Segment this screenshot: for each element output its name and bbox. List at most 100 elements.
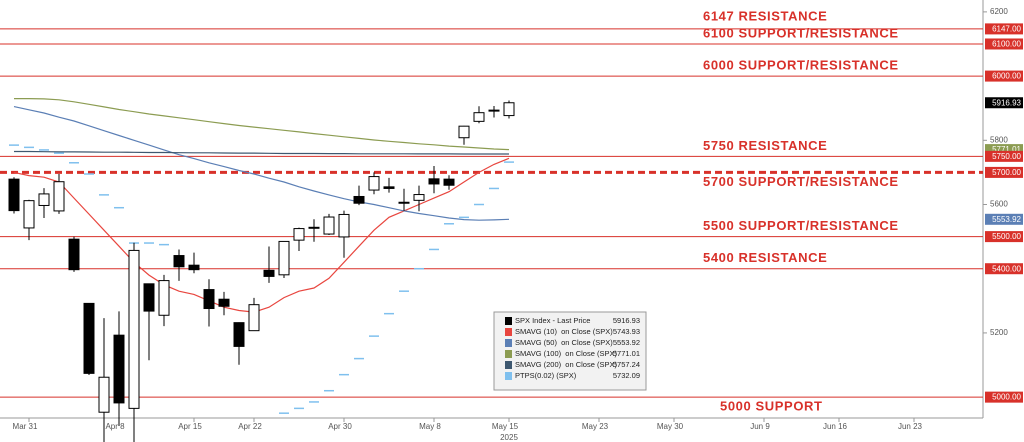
price-tag-label: 6000.00 [992, 72, 1021, 81]
level-label: 6100 SUPPORT/RESISTANCE [703, 25, 899, 40]
x-tick-label: Jun 9 [750, 422, 770, 431]
candle-body [23, 200, 35, 229]
price-tag-label: 6100.00 [992, 40, 1021, 49]
x-tick-label: May 15 [492, 422, 519, 431]
candle-body [413, 194, 425, 201]
x-tick-label: Mar 31 [13, 422, 38, 431]
level-label: 5750 RESISTANCE [703, 138, 827, 153]
legend-value: 5553.92 [613, 338, 640, 347]
candle-body [68, 238, 80, 271]
candle-body [218, 298, 230, 307]
level-label: 6147 RESISTANCE [703, 8, 827, 23]
candle-body [488, 109, 500, 112]
x-tick-label: Apr 22 [238, 422, 262, 431]
x-tick-label: Jun 23 [898, 422, 923, 431]
price-tag-label: 5700.00 [992, 168, 1021, 177]
candle-body [428, 178, 440, 185]
price-tag-label: 5916.93 [992, 98, 1021, 107]
candle-body [503, 102, 515, 117]
candle-body [53, 181, 65, 212]
candle-body [308, 226, 320, 229]
price-tag-label: 5553.92 [992, 215, 1021, 224]
candle-body [38, 193, 50, 206]
legend-name: SMAVG (200) on Close (SPX) [515, 360, 617, 369]
candle-body [353, 195, 365, 204]
legend-value: 5743.93 [613, 327, 640, 336]
price-tag [985, 70, 1023, 82]
candle-body [98, 376, 110, 413]
y-tick-label: 5600 [990, 200, 1008, 209]
y-tick-label: 5800 [990, 135, 1008, 144]
price-tag [985, 97, 1023, 109]
legend-name: SMAVG (50) on Close (SPX) [515, 338, 613, 347]
candle-body [398, 201, 410, 204]
candle-body [203, 289, 215, 310]
candle-body [113, 334, 125, 404]
price-tag [985, 144, 1023, 156]
sma-line [13, 106, 510, 221]
legend-value: 5771.01 [613, 349, 640, 358]
x-tick-label: May 30 [657, 422, 684, 431]
price-tag [985, 38, 1023, 50]
legend-swatch [505, 350, 512, 358]
sma-line [14, 150, 509, 155]
candle-body [278, 240, 290, 276]
price-tag [985, 166, 1023, 178]
price-tag [985, 23, 1023, 35]
candle-body [338, 213, 350, 238]
x-tick-label: May 23 [582, 422, 609, 431]
candle-body [143, 283, 155, 312]
sma-line [14, 98, 510, 151]
y-tick-label: 5200 [990, 328, 1008, 337]
legend-name: PTPS(0.02) (SPX) [515, 371, 577, 380]
price-tag-label: 6147.00 [992, 25, 1021, 34]
price-tag-label: 5750.00 [992, 152, 1021, 161]
candle-body [8, 178, 20, 212]
level-label: 5000 SUPPORT [720, 399, 823, 414]
candle-body [173, 255, 185, 268]
legend-name: SMAVG (100) on Close (SPX) [515, 349, 617, 358]
candle-body [368, 176, 380, 191]
legend-swatch [505, 328, 512, 336]
x-year-label: 2025 [500, 433, 518, 442]
price-tag [985, 150, 1023, 162]
candle-body [263, 269, 275, 277]
candle-body [443, 178, 455, 186]
legend-name: SPX Index - Last Price [515, 316, 590, 325]
legend-value: 5916.93 [613, 316, 640, 325]
legend-value: 5732.09 [613, 371, 640, 380]
legend-swatch [505, 339, 512, 347]
x-tick-label: Apr 30 [328, 422, 352, 431]
candle-body [293, 228, 305, 241]
x-tick-label: Apr 15 [178, 422, 202, 431]
candle-body [158, 280, 170, 316]
price-tag [985, 391, 1023, 403]
level-label: 5700 SUPPORT/RESISTANCE [703, 174, 899, 189]
candle-body [323, 216, 335, 235]
x-tick-label: May 8 [419, 422, 441, 431]
level-label: 6000 SUPPORT/RESISTANCE [703, 58, 899, 73]
x-tick-label: Apr 8 [105, 422, 125, 431]
price-tag-label: 5000.00 [992, 393, 1021, 402]
level-label: 5400 RESISTANCE [703, 250, 827, 265]
price-tag-label: 5771.01 [992, 145, 1021, 154]
price-tag [985, 263, 1023, 275]
candle-body [383, 186, 395, 189]
legend-swatch [505, 317, 512, 325]
legend-swatch [505, 361, 512, 369]
legend-swatch [505, 372, 512, 380]
candle-body [83, 302, 95, 374]
legend-value: 5757.24 [613, 360, 640, 369]
y-tick-label: 6200 [990, 7, 1008, 16]
candle-body [248, 304, 260, 332]
level-label: 5500 SUPPORT/RESISTANCE [703, 218, 899, 233]
price-tag-label: 5400.00 [992, 264, 1021, 273]
candle-body [473, 112, 485, 122]
x-tick-label: Jun 16 [823, 422, 848, 431]
price-tag-label: 5500.00 [992, 232, 1021, 241]
legend-box [493, 311, 647, 391]
candle-body [233, 322, 245, 347]
candle-body [128, 249, 140, 409]
